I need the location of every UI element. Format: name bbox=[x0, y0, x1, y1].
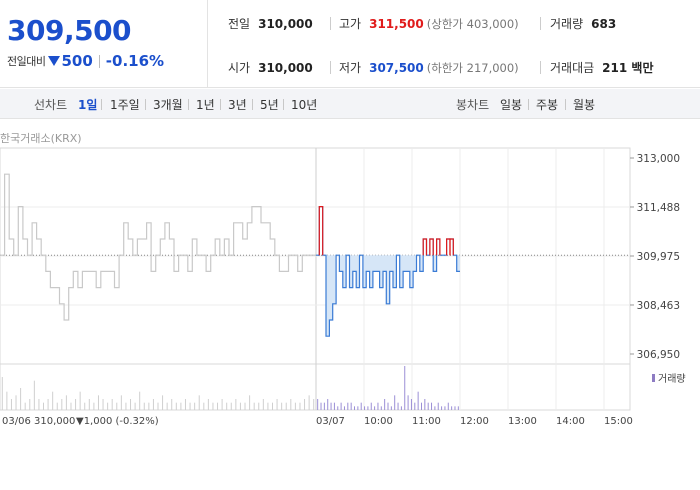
stat-prev-close: 전일 310,000 bbox=[228, 15, 313, 32]
range-10y-button[interactable]: 10년 bbox=[291, 98, 318, 112]
prev-day-series bbox=[0, 173, 316, 321]
quote-header: 309,500 전일대비 500 -0.16% 전일 310,000 고가 31… bbox=[0, 0, 700, 88]
stat-value: 211 백만 bbox=[602, 61, 654, 75]
stat-label: 고가 bbox=[339, 17, 362, 31]
divider bbox=[252, 99, 253, 110]
change-percent: -0.16% bbox=[105, 52, 165, 70]
x-tick-label: 14:00 bbox=[556, 416, 585, 427]
stat-value: 310,000 bbox=[258, 16, 313, 31]
y-tick-label: 306,950 bbox=[637, 349, 680, 361]
x-tick-label: 10:00 bbox=[364, 416, 393, 427]
stat-value: 310,000 bbox=[258, 60, 313, 75]
line-chart-label: 선차트 bbox=[34, 98, 68, 112]
divider bbox=[188, 99, 189, 110]
stat-label: 전일 bbox=[228, 17, 251, 31]
candle-monthly-button[interactable]: 월봉 bbox=[573, 98, 596, 112]
today-date-label: 03/07 bbox=[316, 416, 345, 427]
prev-close-price: 310,000 bbox=[34, 416, 75, 427]
stat-value: 311,500 bbox=[369, 16, 424, 31]
x-tick-label: 15:00 bbox=[604, 416, 633, 427]
y-tick-label: 308,463 bbox=[637, 300, 680, 312]
y-axis: 313,000 311,488 309,975 308,463 306,950 bbox=[630, 153, 680, 361]
divider bbox=[330, 17, 331, 30]
divider bbox=[145, 99, 146, 110]
range-1y-button[interactable]: 1년 bbox=[196, 98, 215, 112]
stat-open: 시가 310,000 bbox=[228, 59, 313, 76]
today-up-segment bbox=[422, 238, 428, 256]
prev-date-label: 03/06 bbox=[2, 416, 31, 427]
today-up-segment bbox=[449, 238, 454, 256]
stat-limit: (하한가 217,000) bbox=[426, 60, 519, 75]
divider bbox=[528, 99, 529, 110]
divider bbox=[540, 17, 541, 30]
range-1w-button[interactable]: 1주일 bbox=[110, 98, 140, 112]
y-tick-label: 311,488 bbox=[637, 202, 680, 214]
stat-high: 고가 311,500 (상한가 403,000) bbox=[339, 15, 519, 32]
stat-label: 거래량 bbox=[550, 17, 584, 31]
volume-panel bbox=[1, 366, 459, 410]
divider bbox=[540, 61, 541, 74]
divider bbox=[101, 99, 102, 110]
intraday-chart: 313,000 311,488 309,975 308,463 306,950 03/0… bbox=[0, 147, 686, 427]
range-1d-button[interactable]: 1일 bbox=[78, 98, 98, 112]
stat-label: 거래대금 bbox=[550, 61, 595, 75]
range-3m-button[interactable]: 3개월 bbox=[153, 98, 183, 112]
prev-day-line bbox=[0, 173, 316, 321]
down-arrow-icon bbox=[48, 56, 61, 66]
today-series bbox=[316, 206, 460, 337]
prev-close-change: ▼1,000 (-0.32%) bbox=[76, 416, 159, 427]
divider bbox=[330, 61, 331, 74]
volume-legend-swatch bbox=[652, 374, 655, 382]
today-up-segment bbox=[436, 238, 441, 256]
stat-volume: 거래량 683 bbox=[550, 15, 616, 32]
x-tick-label: 11:00 bbox=[412, 416, 441, 427]
stat-value: 307,500 bbox=[369, 60, 424, 75]
chart-toolbar: 선차트 1일 1주일 3개월 1년 3년 5년 10년 봉차트 일봉 주봉 월봉 bbox=[0, 89, 700, 119]
x-tick-label: 13:00 bbox=[508, 416, 537, 427]
price-summary: 309,500 전일대비 500 -0.16% bbox=[0, 0, 208, 88]
change-row: 전일대비 500 -0.16% bbox=[7, 52, 164, 70]
chart-grid bbox=[0, 147, 631, 411]
today-line bbox=[316, 206, 460, 337]
range-3y-button[interactable]: 3년 bbox=[228, 98, 247, 112]
volume-legend-label: 거래량 bbox=[658, 373, 686, 385]
divider bbox=[98, 54, 100, 68]
chart-frame bbox=[0, 147, 631, 411]
data-source: 한국거래소(KRX) bbox=[0, 132, 82, 145]
stat-label: 저가 bbox=[339, 61, 362, 75]
stat-value: 683 bbox=[591, 16, 617, 31]
change-amount: 500 bbox=[61, 52, 93, 70]
divider bbox=[220, 99, 221, 110]
y-tick-label: 313,000 bbox=[637, 153, 680, 165]
today-up-segment bbox=[318, 206, 324, 256]
divider bbox=[283, 99, 284, 110]
candle-daily-button[interactable]: 일봉 bbox=[500, 98, 523, 112]
stat-limit: (상한가 403,000) bbox=[426, 16, 519, 31]
y-tick-label: 309,975 bbox=[637, 251, 680, 263]
stat-turnover: 거래대금 211 백만 bbox=[550, 59, 653, 76]
current-price: 309,500 bbox=[7, 14, 132, 47]
change-label: 전일대비 bbox=[7, 55, 46, 68]
stat-low: 저가 307,500 (하한가 217,000) bbox=[339, 59, 519, 76]
today-up-segment bbox=[429, 238, 434, 256]
candle-weekly-button[interactable]: 주봉 bbox=[536, 98, 559, 112]
x-tick-label: 12:00 bbox=[460, 416, 489, 427]
stat-label: 시가 bbox=[228, 61, 251, 75]
today-fill-area bbox=[316, 255, 460, 337]
volume-legend: 거래량 bbox=[652, 373, 686, 385]
candle-chart-label: 봉차트 bbox=[456, 98, 490, 112]
x-axis: 03/06 310,000 ▼1,000 (-0.32%) 03/07 10:00 11:… bbox=[2, 416, 633, 427]
divider bbox=[565, 99, 566, 110]
range-5y-button[interactable]: 5년 bbox=[260, 98, 279, 112]
